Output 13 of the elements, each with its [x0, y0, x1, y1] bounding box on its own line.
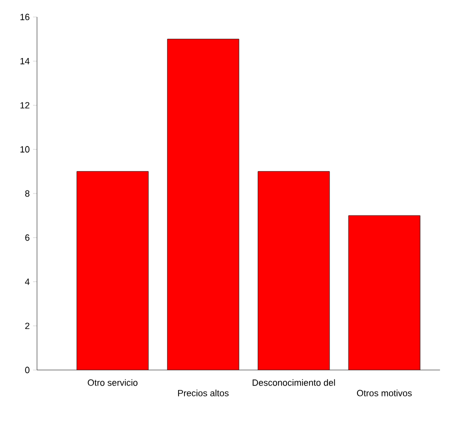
- y-tick-label: 12: [20, 102, 30, 108]
- x-tick-label: Precios altos: [178, 390, 229, 396]
- x-tick-label: Otros motivos: [356, 390, 412, 396]
- y-tick-label: 14: [20, 58, 30, 64]
- y-tick-label: 2: [25, 322, 30, 330]
- y-tick-label: 0: [25, 366, 30, 374]
- y-tick-label: 6: [25, 234, 30, 241]
- y-tick-label: 16: [20, 14, 30, 20]
- y-tick-label: 10: [20, 146, 30, 153]
- x-tick-label: Desconocimiento del: [252, 379, 335, 386]
- y-tick-label: 4: [25, 278, 30, 285]
- y-tick-label: 8: [25, 190, 30, 197]
- x-tick-label: Otro servicio: [88, 379, 138, 386]
